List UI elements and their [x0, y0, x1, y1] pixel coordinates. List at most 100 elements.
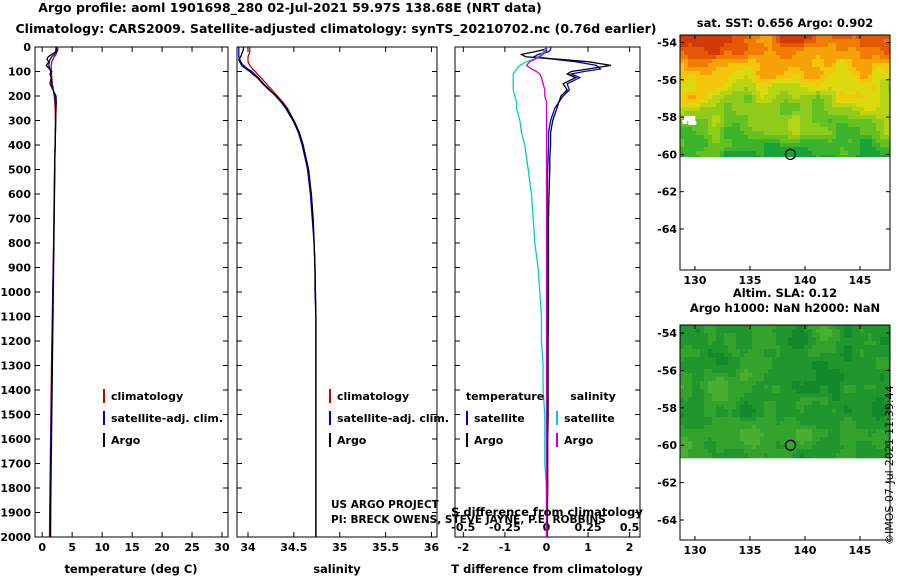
plot-rect — [728, 429, 732, 433]
plot-rect — [860, 147, 864, 151]
plot-rect — [828, 131, 832, 135]
plot-rect — [808, 453, 812, 457]
plot-rect — [848, 51, 852, 55]
plot-rect — [760, 393, 764, 397]
salinity-profile-line-satellite-adj-clim- — [238, 47, 317, 537]
plot-rect — [824, 35, 828, 39]
plot-rect — [732, 341, 736, 345]
plot-rect — [784, 425, 788, 429]
plot-rect — [720, 409, 724, 413]
plot-rect — [860, 103, 864, 107]
plot-rect — [856, 83, 860, 87]
plot-rect — [772, 131, 776, 135]
sst-map-float-location-marker — [784, 148, 797, 161]
plot-rect — [684, 75, 688, 79]
plot-rect — [864, 87, 868, 91]
plot-rect — [796, 385, 800, 389]
plot-rect — [684, 83, 688, 87]
plot-rect — [736, 389, 740, 393]
plot-rect — [788, 107, 792, 111]
plot-rect — [816, 151, 820, 155]
plot-rect — [696, 71, 700, 75]
figure-title: Argo profile: aoml 1901698_280 02-Jul-20… — [38, 0, 542, 15]
plot-rect — [852, 385, 856, 389]
plot-rect — [848, 103, 852, 107]
plot-rect — [812, 63, 816, 67]
plot-rect — [808, 75, 812, 79]
plot-rect — [756, 151, 760, 155]
plot-rect — [760, 405, 764, 409]
plot-rect — [828, 389, 832, 393]
plot-rect — [692, 421, 696, 425]
plot-rect — [848, 111, 852, 115]
legend-label: satellite-adj. clim. — [111, 412, 223, 425]
plot-rect — [800, 429, 804, 433]
plot-rect — [752, 421, 756, 425]
plot-rect — [820, 361, 824, 365]
plot-rect — [852, 345, 856, 349]
plot-rect — [720, 59, 724, 63]
plot-rect — [820, 55, 824, 59]
plot-rect — [764, 433, 768, 437]
depth-tick-label: 100 — [8, 66, 31, 79]
plot-rect — [696, 353, 700, 357]
plot-rect — [852, 341, 856, 345]
plot-rect — [752, 413, 756, 417]
plot-rect — [704, 99, 708, 103]
plot-rect — [832, 71, 836, 75]
plot-rect — [736, 139, 740, 143]
plot-rect — [884, 47, 888, 51]
plot-rect — [728, 417, 732, 421]
plot-rect — [804, 43, 808, 47]
plot-rect — [868, 409, 872, 413]
plot-rect — [800, 369, 804, 373]
plot-rect — [732, 55, 736, 59]
plot-rect — [788, 445, 792, 449]
plot-rect — [800, 71, 804, 75]
plot-rect — [852, 333, 856, 337]
plot-rect — [724, 397, 728, 401]
plot-rect — [860, 325, 864, 329]
plot-rect — [804, 457, 808, 459]
plot-rect — [832, 457, 836, 459]
plot-rect — [888, 433, 890, 437]
plot-rect — [716, 79, 720, 83]
plot-rect — [852, 103, 856, 107]
plot-rect — [824, 59, 828, 63]
plot-rect — [736, 119, 740, 123]
plot-rect — [764, 341, 768, 345]
plot-rect — [792, 87, 796, 91]
plot-rect — [820, 369, 824, 373]
plot-rect — [716, 75, 720, 79]
plot-rect — [836, 397, 840, 401]
plot-rect — [684, 445, 688, 449]
plot-rect — [760, 325, 764, 329]
plot-rect — [852, 329, 856, 333]
plot-rect — [800, 345, 804, 349]
plot-rect — [716, 115, 720, 119]
plot-rect — [836, 103, 840, 107]
plot-rect — [796, 361, 800, 365]
plot-rect — [828, 127, 832, 131]
plot-rect — [736, 91, 740, 95]
plot-rect — [880, 71, 884, 75]
sst-map-cells — [680, 35, 890, 158]
plot-rect — [852, 147, 856, 151]
plot-rect — [796, 341, 800, 345]
plot-rect — [748, 111, 752, 115]
plot-rect — [872, 127, 876, 131]
plot-rect — [832, 437, 836, 441]
plot-rect — [700, 107, 704, 111]
plot-rect — [720, 147, 724, 151]
plot-rect — [868, 417, 872, 421]
plot-rect — [788, 361, 792, 365]
plot-rect — [792, 389, 796, 393]
plot-rect — [768, 139, 772, 143]
plot-rect — [872, 115, 876, 119]
plot-rect — [712, 151, 716, 155]
plot-rect — [800, 63, 804, 67]
plot-rect — [864, 413, 868, 417]
plot-rect — [864, 353, 868, 357]
plot-rect — [760, 361, 764, 365]
plot-rect — [888, 417, 890, 421]
